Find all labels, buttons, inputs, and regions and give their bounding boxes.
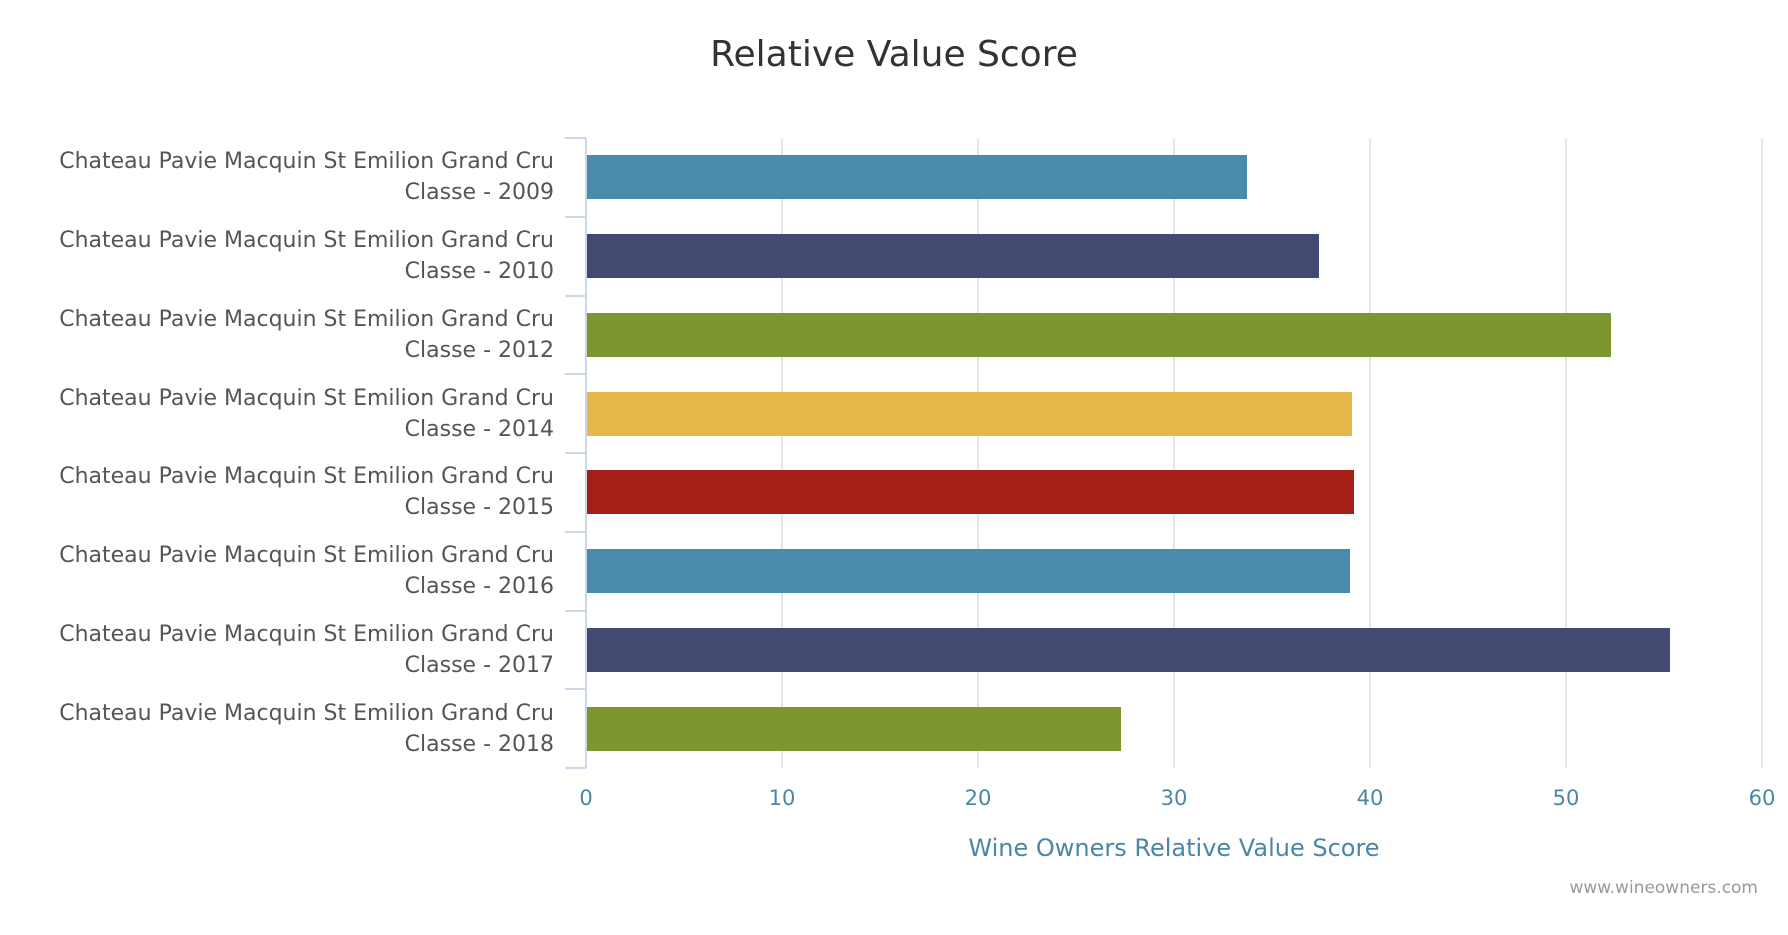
y-axis-line: [585, 138, 587, 768]
gridline: [977, 138, 979, 768]
category-label-line1: Chateau Pavie Macquin St Emilion Grand C…: [59, 700, 554, 726]
y-tick-mark: [565, 294, 586, 297]
category-label-line2: Classe - 2010: [404, 259, 554, 285]
category-label-line1: Chateau Pavie Macquin St Emilion Grand C…: [59, 306, 554, 332]
category-label-line1: Chateau Pavie Macquin St Emilion Grand C…: [59, 228, 554, 254]
category-label-line2: Classe - 2017: [404, 652, 554, 678]
bar[interactable]: [586, 312, 1612, 357]
plot-area: [586, 138, 1763, 768]
category-label-line1: Chateau Pavie Macquin St Emilion Grand C…: [59, 621, 554, 647]
chart-title: Relative Value Score: [710, 34, 1078, 75]
category-label: Chateau Pavie Macquin St Emilion Grand C…: [0, 619, 554, 681]
bar[interactable]: [586, 549, 1351, 594]
category-label-line2: Classe - 2009: [404, 180, 554, 206]
x-tick-label: 60: [1748, 786, 1776, 810]
category-label-line2: Classe - 2018: [404, 731, 554, 757]
category-label: Chateau Pavie Macquin St Emilion Grand C…: [0, 225, 554, 287]
credits-link[interactable]: www.wineowners.com: [1569, 878, 1758, 898]
category-label-line1: Chateau Pavie Macquin St Emilion Grand C…: [59, 149, 554, 175]
gridline: [1565, 138, 1567, 768]
x-tick-label: 50: [1552, 786, 1580, 810]
category-label-line1: Chateau Pavie Macquin St Emilion Grand C…: [59, 464, 554, 490]
bar[interactable]: [586, 627, 1670, 672]
y-tick-mark: [565, 688, 586, 691]
x-tick-label: 0: [579, 786, 593, 810]
category-label: Chateau Pavie Macquin St Emilion Grand C…: [0, 540, 554, 602]
category-label: Chateau Pavie Macquin St Emilion Grand C…: [0, 304, 554, 366]
gridline: [781, 138, 783, 768]
y-tick-mark: [565, 215, 586, 218]
x-tick-label: 30: [1160, 786, 1188, 810]
y-tick-mark: [565, 137, 586, 139]
category-label-line2: Classe - 2012: [404, 337, 554, 363]
y-tick-mark: [565, 452, 586, 454]
category-label: Chateau Pavie Macquin St Emilion Grand C…: [0, 146, 554, 208]
gridline: [1173, 138, 1175, 768]
category-label-line1: Chateau Pavie Macquin St Emilion Grand C…: [59, 385, 554, 411]
x-tick-label: 10: [768, 786, 796, 810]
x-tick-label: 40: [1356, 786, 1384, 810]
bar[interactable]: [586, 234, 1320, 279]
category-label-line2: Classe - 2016: [404, 574, 554, 600]
category-label-line1: Chateau Pavie Macquin St Emilion Grand C…: [59, 543, 554, 569]
bar[interactable]: [586, 706, 1122, 751]
gridline: [1369, 138, 1371, 768]
y-tick-mark: [565, 609, 586, 612]
y-tick-mark: [565, 767, 586, 769]
category-label-line2: Classe - 2014: [404, 416, 554, 442]
bar[interactable]: [586, 155, 1247, 200]
bar[interactable]: [586, 391, 1353, 436]
x-axis-title: Wine Owners Relative Value Score: [968, 834, 1380, 862]
category-label: Chateau Pavie Macquin St Emilion Grand C…: [0, 461, 554, 523]
category-label: Chateau Pavie Macquin St Emilion Grand C…: [0, 383, 554, 445]
bar[interactable]: [586, 470, 1355, 515]
y-tick-mark: [565, 373, 586, 376]
category-label: Chateau Pavie Macquin St Emilion Grand C…: [0, 698, 554, 760]
gridline: [1761, 138, 1763, 768]
x-tick-label: 20: [964, 786, 992, 810]
y-tick-mark: [565, 530, 586, 533]
category-label-line2: Classe - 2015: [404, 495, 554, 521]
